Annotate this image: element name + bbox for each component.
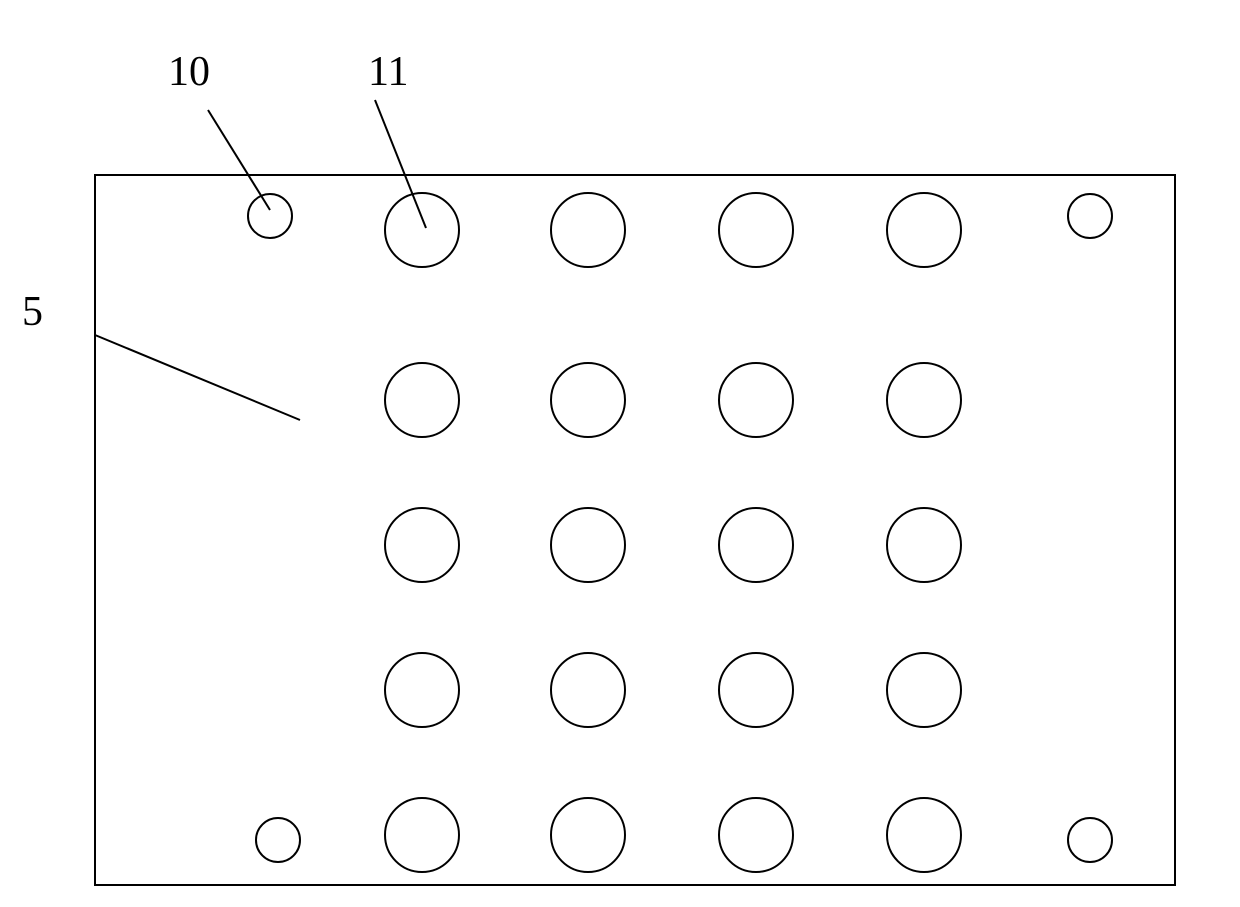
large-circle bbox=[551, 193, 625, 267]
leader-line-11 bbox=[375, 100, 426, 228]
small-circle bbox=[1068, 818, 1112, 862]
large-circle bbox=[719, 363, 793, 437]
large-circle bbox=[887, 193, 961, 267]
small-circle bbox=[1068, 194, 1112, 238]
label-10: 10 bbox=[168, 48, 210, 96]
small-circle bbox=[248, 194, 292, 238]
large-circle bbox=[887, 798, 961, 872]
large-circle bbox=[385, 508, 459, 582]
diagram-svg bbox=[0, 0, 1240, 907]
leader-line-10 bbox=[208, 110, 270, 210]
diagram-container: 10 11 5 bbox=[0, 0, 1240, 907]
plate-rectangle bbox=[95, 175, 1175, 885]
label-11: 11 bbox=[368, 48, 408, 96]
large-circle bbox=[887, 508, 961, 582]
large-circle bbox=[385, 798, 459, 872]
large-circle bbox=[719, 193, 793, 267]
large-circle bbox=[551, 363, 625, 437]
large-circle bbox=[719, 798, 793, 872]
large-circle bbox=[719, 508, 793, 582]
large-circle bbox=[551, 653, 625, 727]
label-5: 5 bbox=[22, 288, 43, 336]
large-circle bbox=[385, 363, 459, 437]
leader-line-5 bbox=[95, 335, 300, 420]
large-circle bbox=[551, 508, 625, 582]
large-circle bbox=[385, 193, 459, 267]
large-circle bbox=[887, 653, 961, 727]
large-circle bbox=[551, 798, 625, 872]
large-circle bbox=[719, 653, 793, 727]
large-circle bbox=[887, 363, 961, 437]
small-circle bbox=[256, 818, 300, 862]
large-circle bbox=[385, 653, 459, 727]
